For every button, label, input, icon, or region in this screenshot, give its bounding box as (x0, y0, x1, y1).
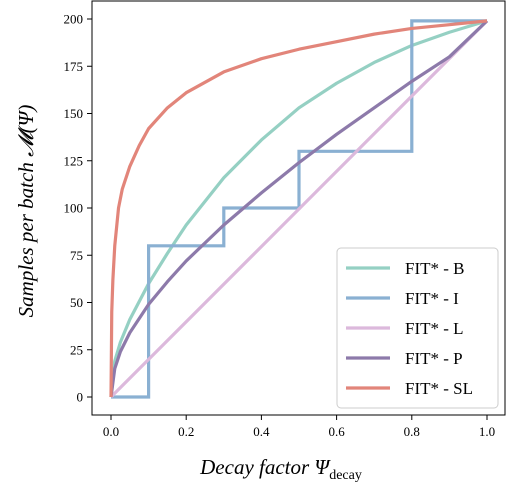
x-tick-label: 0.2 (178, 424, 194, 439)
series-line-fit-p (109, 19, 489, 398)
y-axis-label: Samples per batch 𝓜(Ψ) (14, 105, 38, 318)
y-tick-label: 150 (64, 106, 84, 121)
x-axis-label-subscript: decay (329, 468, 362, 483)
x-tick-label: 1.0 (479, 424, 495, 439)
series-line-fit-sl (109, 19, 488, 398)
ticks: 0.0 0.2 0.4 0.6 0.8 1.0 0 25 50 75 100 125 150 175 200 (64, 12, 496, 440)
y-tick-label: 125 (64, 153, 84, 168)
legend-box (336, 247, 499, 409)
legend: FIT* - B FIT* - I FIT* - L FIT* - P FIT* - S… (336, 247, 499, 409)
series-line-fit-l (109, 19, 489, 399)
y-tick-label: 25 (70, 342, 83, 357)
x-tick-label: 0.0 (103, 424, 119, 439)
x-tick-label: 0.4 (253, 424, 270, 439)
x-tick-label: 0.8 (404, 424, 420, 439)
x-axis-label: Decay factor Ψdecay (199, 455, 362, 483)
legend-entry-label: FIT* - L (405, 319, 464, 338)
legend-entry-label: FIT* - P (405, 349, 463, 368)
y-tick-label: 100 (64, 201, 84, 216)
y-tick-label: 50 (70, 295, 83, 310)
y-tick-label: 175 (64, 59, 84, 74)
x-tick-label: 0.6 (328, 424, 345, 439)
legend-entry-label: FIT* - I (405, 289, 459, 308)
y-tick-label: 0 (77, 390, 84, 405)
series-line-fit-i (111, 19, 487, 399)
y-tick-label: 75 (70, 248, 83, 263)
series-layer (109, 19, 489, 399)
x-axis-label-main: Decay factor Ψ (199, 455, 331, 479)
legend-entry-label: FIT* - B (405, 259, 465, 278)
legend-entry-label: FIT* - SL (405, 379, 473, 398)
series-line-fit-b (109, 19, 488, 398)
y-tick-label: 200 (64, 12, 84, 27)
